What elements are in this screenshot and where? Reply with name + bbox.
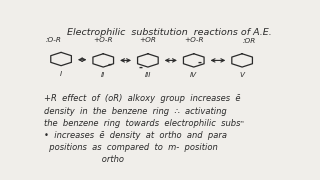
Text: +OR: +OR (140, 37, 156, 43)
Text: II: II (101, 72, 105, 78)
Text: I: I (60, 71, 62, 76)
Text: :O-R: :O-R (46, 37, 61, 43)
Text: the  benzene  ring  towards  electrophilic  subsⁿ: the benzene ring towards electrophilic s… (44, 119, 244, 128)
Text: density  in  the  benzene  ring  ∴  activating: density in the benzene ring ∴ activating (44, 107, 227, 116)
Text: -: - (139, 63, 142, 73)
Text: -: - (108, 60, 111, 69)
Text: Electrophilic  substitution  reactions of A.E.: Electrophilic substitution reactions of … (67, 28, 271, 37)
Text: •  increases  ē  density  at  ortho  and  para: • increases ē density at ortho and para (44, 131, 227, 140)
Text: :OR: :OR (243, 38, 256, 44)
Text: V: V (240, 72, 244, 78)
Text: +R  effect  of  (oR)  alkoxy  group  increases  ē: +R effect of (oR) alkoxy group increases… (44, 94, 240, 103)
Text: III: III (145, 72, 151, 78)
Text: ortho: ortho (44, 155, 124, 164)
Text: -: - (198, 58, 202, 68)
Text: +O-R: +O-R (93, 37, 113, 43)
Text: IV: IV (190, 72, 197, 78)
Text: +O-R: +O-R (184, 37, 204, 43)
Text: positions  as  compared  to  m-  position: positions as compared to m- position (44, 143, 218, 152)
